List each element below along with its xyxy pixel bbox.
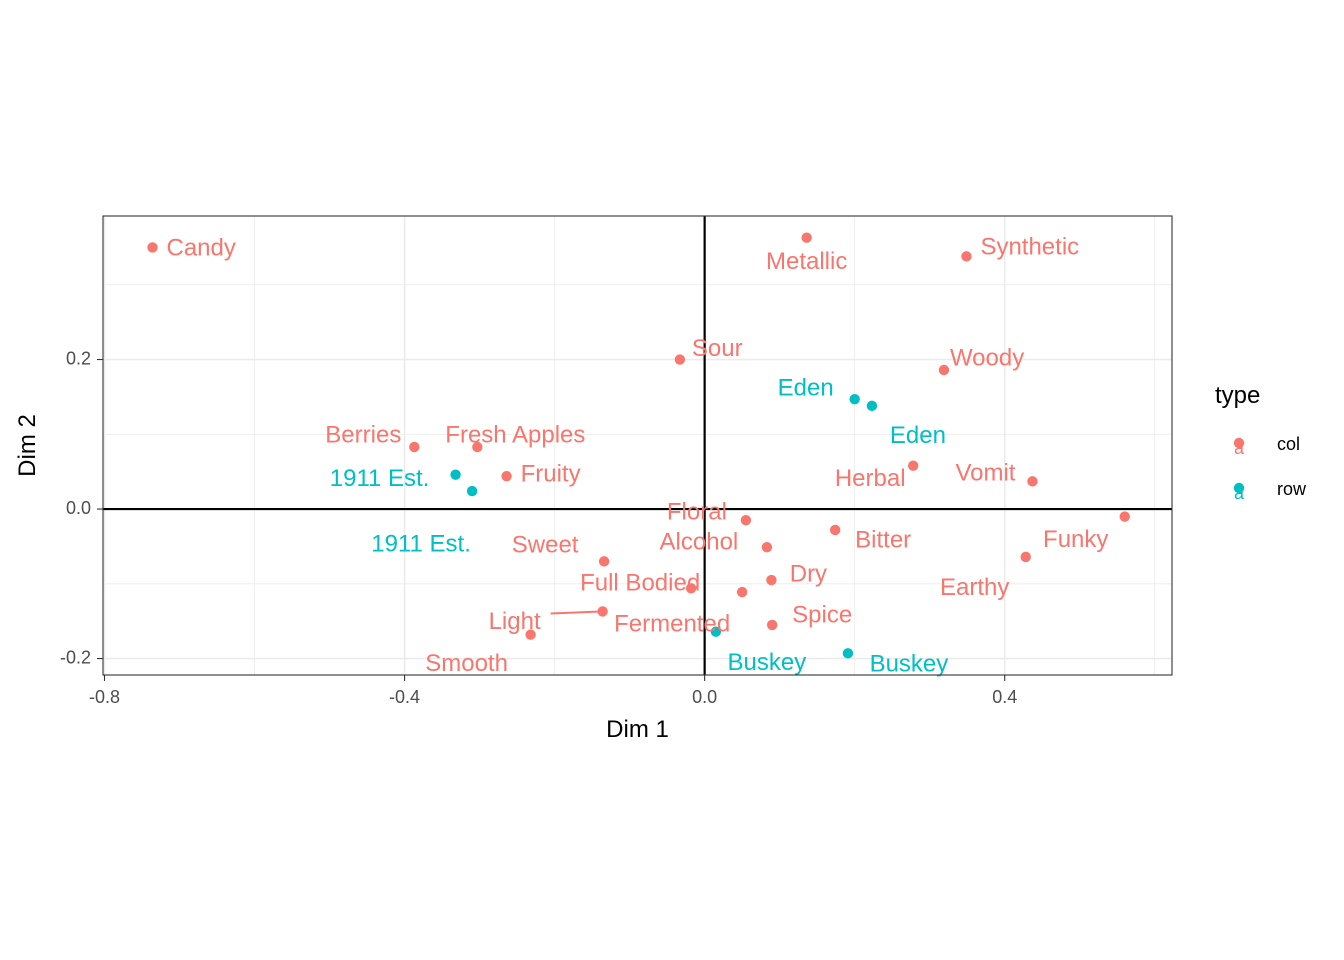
data-points — [147, 232, 1130, 659]
data-point-col — [740, 515, 752, 526]
reference-lines — [103, 216, 1172, 675]
data-point-col — [525, 629, 536, 640]
data-point-col — [472, 441, 483, 453]
point-label: Fermented — [614, 610, 730, 637]
data-point-col — [1119, 511, 1130, 522]
point-label: Funky — [1043, 526, 1108, 553]
point-label: Synthetic — [980, 234, 1079, 261]
data-point-col — [761, 541, 773, 553]
data-point-col — [409, 441, 420, 453]
y-tick-label: -0.2 — [60, 647, 91, 667]
data-point-col — [501, 470, 512, 482]
data-point-row — [710, 626, 722, 637]
point-label: Candy — [167, 235, 236, 262]
point-label: Buskey — [870, 651, 949, 678]
data-point-col — [766, 619, 778, 631]
data-point-col — [801, 232, 812, 243]
y-axis-title: Dim 2 — [14, 414, 41, 477]
legend-key-col — [1233, 437, 1245, 449]
data-point-row — [866, 400, 878, 412]
label-connectors — [550, 610, 601, 615]
data-point-row — [450, 469, 461, 480]
point-label: Sweet — [512, 532, 579, 559]
legend: type a col a row — [1215, 382, 1307, 503]
data-point-col — [938, 364, 950, 376]
point-label: Herbal — [835, 465, 906, 492]
x-axis-ticks: -0.8 -0.4 0.0 0.4 — [89, 675, 1017, 707]
data-point-col — [766, 574, 777, 586]
legend-key-glyph: a — [1234, 483, 1245, 503]
point-label: Alcohol — [660, 529, 739, 556]
plot-panel-border — [102, 215, 1173, 676]
point-label: Dry — [790, 560, 827, 587]
data-point-row — [466, 485, 478, 497]
data-point-col — [736, 586, 748, 598]
point-label: Eden — [778, 374, 834, 401]
data-point-col — [597, 606, 608, 617]
x-axis-title: Dim 1 — [606, 716, 669, 743]
point-label: Metallic — [766, 248, 847, 275]
data-point-col — [674, 354, 686, 365]
point-label: Floral — [667, 499, 727, 526]
legend-key-glyph: a — [1234, 438, 1245, 458]
y-tick-label: 0.0 — [66, 498, 91, 518]
point-label: Eden — [890, 422, 946, 449]
point-label: Fresh Apples — [445, 421, 585, 448]
data-point-col — [1020, 551, 1031, 563]
data-point-row — [842, 648, 854, 659]
legend-title: type — [1215, 382, 1260, 409]
point-label: Fruity — [521, 460, 581, 487]
y-axis-ticks: -0.2 0.0 0.2 — [60, 348, 103, 667]
data-point-row — [849, 393, 860, 405]
data-point-col — [961, 251, 972, 262]
x-tick-label: -0.8 — [89, 687, 120, 707]
data-point-col — [907, 460, 919, 471]
legend-key-row — [1233, 482, 1245, 494]
legend-label-col: col — [1277, 434, 1300, 454]
point-label: Bitter — [855, 526, 911, 553]
x-tick-label: 0.4 — [992, 687, 1017, 707]
legend-label-row: row — [1277, 479, 1307, 499]
point-labels: Candy Metallic Synthetic Sour Woody Berries Fr… — [167, 234, 1109, 678]
point-label: Sour — [692, 335, 743, 362]
point-label: Smooth — [425, 650, 508, 677]
data-point-col — [147, 242, 158, 253]
point-label: Light — [489, 608, 541, 635]
point-label: Buskey — [728, 649, 807, 676]
point-label: Berries — [325, 421, 401, 448]
data-point-col — [598, 556, 610, 567]
data-point-col — [829, 524, 841, 536]
x-tick-label: 0.0 — [692, 687, 717, 707]
point-label: Earthy — [940, 574, 1009, 601]
data-point-col — [1027, 476, 1038, 487]
y-tick-label: 0.2 — [66, 348, 91, 368]
point-label: 1911 Est. — [371, 530, 471, 557]
point-label: Full Bodied — [580, 570, 700, 597]
point-label: 1911 Est. — [330, 465, 430, 492]
point-label: Vomit — [955, 460, 1015, 487]
point-label: Woody — [950, 344, 1024, 371]
point-label: Spice — [792, 601, 852, 628]
data-point-col — [685, 583, 697, 594]
x-tick-label: -0.4 — [389, 687, 420, 707]
label-connector — [550, 610, 601, 615]
